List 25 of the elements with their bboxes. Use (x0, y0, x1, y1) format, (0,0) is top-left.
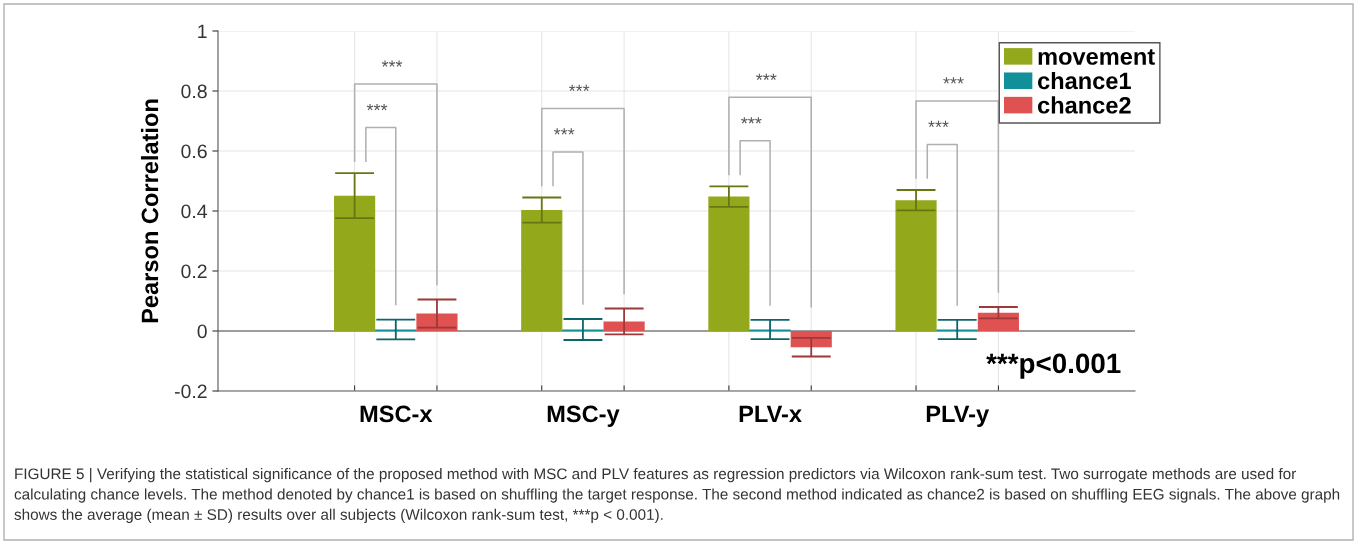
annotation: *** (943, 77, 964, 84)
x-tick-label: MSC-y (547, 405, 620, 427)
annotation: *** (366, 103, 388, 111)
y-tick-label: -0.2 (174, 384, 207, 399)
legend-label: movement (1038, 49, 1155, 65)
annotation: *** (553, 128, 575, 135)
x-tick-label: MSC-x (360, 405, 433, 423)
x-tick-label: PLV-x (739, 405, 802, 422)
y-tick-label: 0.6 (181, 144, 207, 159)
y-axis-title: Pearson Correlation (140, 99, 159, 323)
legend-label: chance1 (1037, 71, 1131, 90)
caption: FIGURE 5 | Verifying the statistical significance of the proposed method with MSC and PLV features as regression predictors via Wilcoxon rank-sum test. Two surrogate methods are used for calculating chance levels. The method denoted by chance1 is based on shuffling the target response. The second method indicated as chance2 is based on shuffling EEG signals. The above graph shows the average (mean ± SD) results over all subjects (Wilcoxon rank-sum test, ***p < 0.001). (14, 468, 1340, 523)
y-tick-label: 0.2 (181, 264, 207, 279)
annotation: ***p<0.001 (986, 353, 1121, 379)
y-tick-label: 0.4 (181, 204, 208, 219)
annotation: *** (568, 84, 590, 92)
y-tick-label: 0 (197, 324, 207, 339)
annotation: *** (756, 73, 777, 80)
legend-label: chance2 (1037, 96, 1131, 114)
annotation: *** (928, 120, 949, 128)
y-tick-label: 1 (198, 24, 207, 39)
annotation: *** (381, 60, 403, 67)
annotation: *** (741, 117, 762, 124)
y-tick-label: 0.8 (181, 84, 207, 99)
x-tick-label: PLV-y (926, 405, 990, 427)
